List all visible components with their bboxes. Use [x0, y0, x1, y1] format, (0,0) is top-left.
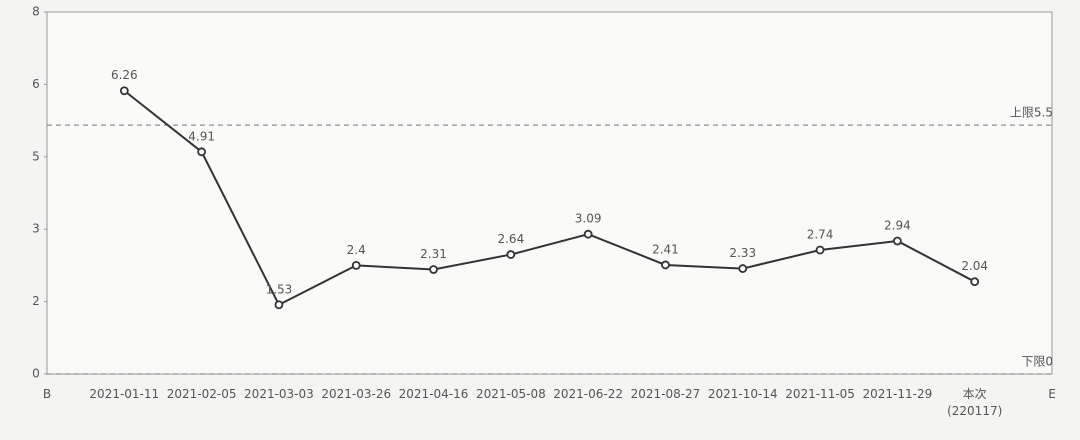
y-tick-label: 3 — [32, 222, 40, 236]
data-point — [583, 229, 593, 239]
data-label: 6.26 — [111, 68, 138, 82]
data-label: 1.53 — [266, 282, 293, 296]
data-point — [506, 250, 516, 259]
x-tick-label: 2021-05-08 — [475, 387, 546, 401]
data-point — [738, 264, 748, 273]
x-tick-label: E — [1048, 387, 1056, 401]
data-label: 4.91 — [188, 129, 215, 143]
data-label: 2.41 — [652, 242, 679, 256]
data-line — [123, 89, 976, 307]
data-point — [892, 236, 902, 246]
data-point — [197, 147, 207, 157]
y-tick-label: 6 — [32, 77, 40, 91]
x-tick-label: 2021-01-11 — [89, 387, 160, 401]
data-label: 2.33 — [729, 246, 756, 260]
x-tick-label: 2021-06-22 — [553, 387, 624, 401]
data-label: 2.94 — [884, 218, 911, 232]
x-tick-label: B — [42, 387, 52, 401]
data-point — [815, 245, 825, 255]
data-point — [351, 260, 361, 270]
x-tick-label: 2021-04-16 — [398, 387, 469, 401]
plot-frame — [46, 11, 1053, 375]
data-label: 2.64 — [497, 232, 524, 246]
data-point — [119, 86, 129, 96]
x-tick-label: 2021-11-05 — [785, 387, 855, 401]
data-label: 2.4 — [347, 243, 366, 257]
data-point — [274, 300, 284, 310]
data-label: 3.09 — [575, 212, 602, 226]
data-label: 2.31 — [420, 247, 447, 261]
data-point — [429, 265, 438, 274]
x-tick-label: 2021-03-03 — [244, 387, 314, 401]
y-tick-label: 5 — [32, 149, 40, 163]
x-tick-label: 2021-02-05 — [166, 387, 237, 401]
data-point — [661, 260, 670, 270]
x-tick-label: 2021-11-29 — [862, 387, 933, 401]
x-tick-label: 2021-08-27 — [630, 387, 701, 401]
y-tick-label: 2 — [32, 294, 40, 308]
data-label: 2.04 — [961, 259, 988, 273]
x-tick-label: 本次 (220117) — [947, 387, 1003, 418]
reference-label: 上限5.5 — [1010, 106, 1053, 120]
data-point — [970, 277, 980, 287]
y-tick-label: 0 — [32, 367, 40, 381]
x-tick-label: 2021-03-26 — [321, 387, 392, 401]
data-label: 2.74 — [807, 228, 834, 242]
y-tick-label: 8 — [32, 5, 40, 19]
x-tick-label: 2021-10-14 — [707, 387, 778, 401]
reference-label: 下限0 — [1021, 355, 1053, 369]
